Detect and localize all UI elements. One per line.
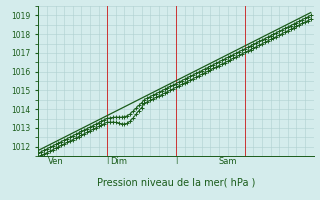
Text: |: | bbox=[175, 158, 177, 164]
X-axis label: Pression niveau de la mer( hPa ): Pression niveau de la mer( hPa ) bbox=[97, 177, 255, 187]
Text: Sam: Sam bbox=[218, 158, 237, 166]
Text: Ven: Ven bbox=[48, 158, 63, 166]
Text: Dim: Dim bbox=[110, 158, 127, 166]
Text: |: | bbox=[106, 158, 108, 164]
